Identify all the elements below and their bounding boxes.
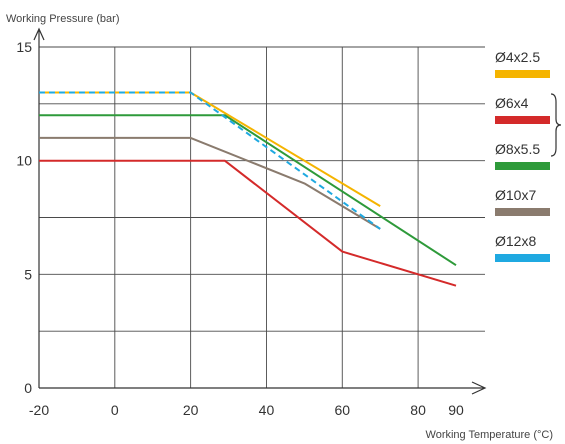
legend-swatch (495, 70, 550, 78)
series-lines (39, 91, 457, 287)
y-tick-label: 5 (24, 266, 32, 282)
series-line (39, 136, 381, 230)
y-axis-arrow (33, 27, 45, 41)
x-tick-label: 40 (259, 402, 275, 418)
series-line (39, 159, 457, 287)
y-tick-label: 0 (24, 380, 32, 396)
legend-label: Ø4x2.5 (495, 49, 540, 65)
x-tick-label: 90 (448, 402, 464, 418)
x-tick-label: -20 (29, 402, 49, 418)
series-line (39, 114, 457, 267)
x-tick-label: 20 (183, 402, 199, 418)
axes (33, 27, 487, 395)
legend-label: Ø12x8 (495, 233, 536, 249)
x-tick-label: 0 (111, 402, 119, 418)
legend-swatch (495, 116, 550, 124)
legend-label: Ø10x7 (495, 187, 536, 203)
legend-swatch (495, 162, 550, 170)
legend-bracket (550, 93, 562, 157)
grid (39, 46, 485, 388)
x-tick-label: 60 (334, 402, 350, 418)
legend-label: Ø8x5.5 (495, 141, 540, 157)
y-axis-label: Working Pressure (bar) (6, 13, 120, 25)
legend-label: Ø6x4 (495, 95, 529, 111)
x-tick-label: 80 (410, 402, 426, 418)
legend: Ø4x2.5 Ø6x4 Ø8x5.5 Ø10x7 Ø12x8 (495, 49, 562, 262)
series-line (39, 91, 381, 207)
legend-swatch (495, 254, 550, 262)
x-axis-arrow (471, 381, 487, 395)
legend-swatch (495, 208, 550, 216)
y-tick-label: 15 (16, 39, 32, 55)
x-axis-label: Working Temperature (°C) (426, 429, 553, 441)
tick-labels: -20 0 20 40 60 80 90 0 5 10 15 (16, 39, 464, 418)
series-line (39, 91, 381, 230)
y-tick-label: 10 (16, 153, 32, 169)
